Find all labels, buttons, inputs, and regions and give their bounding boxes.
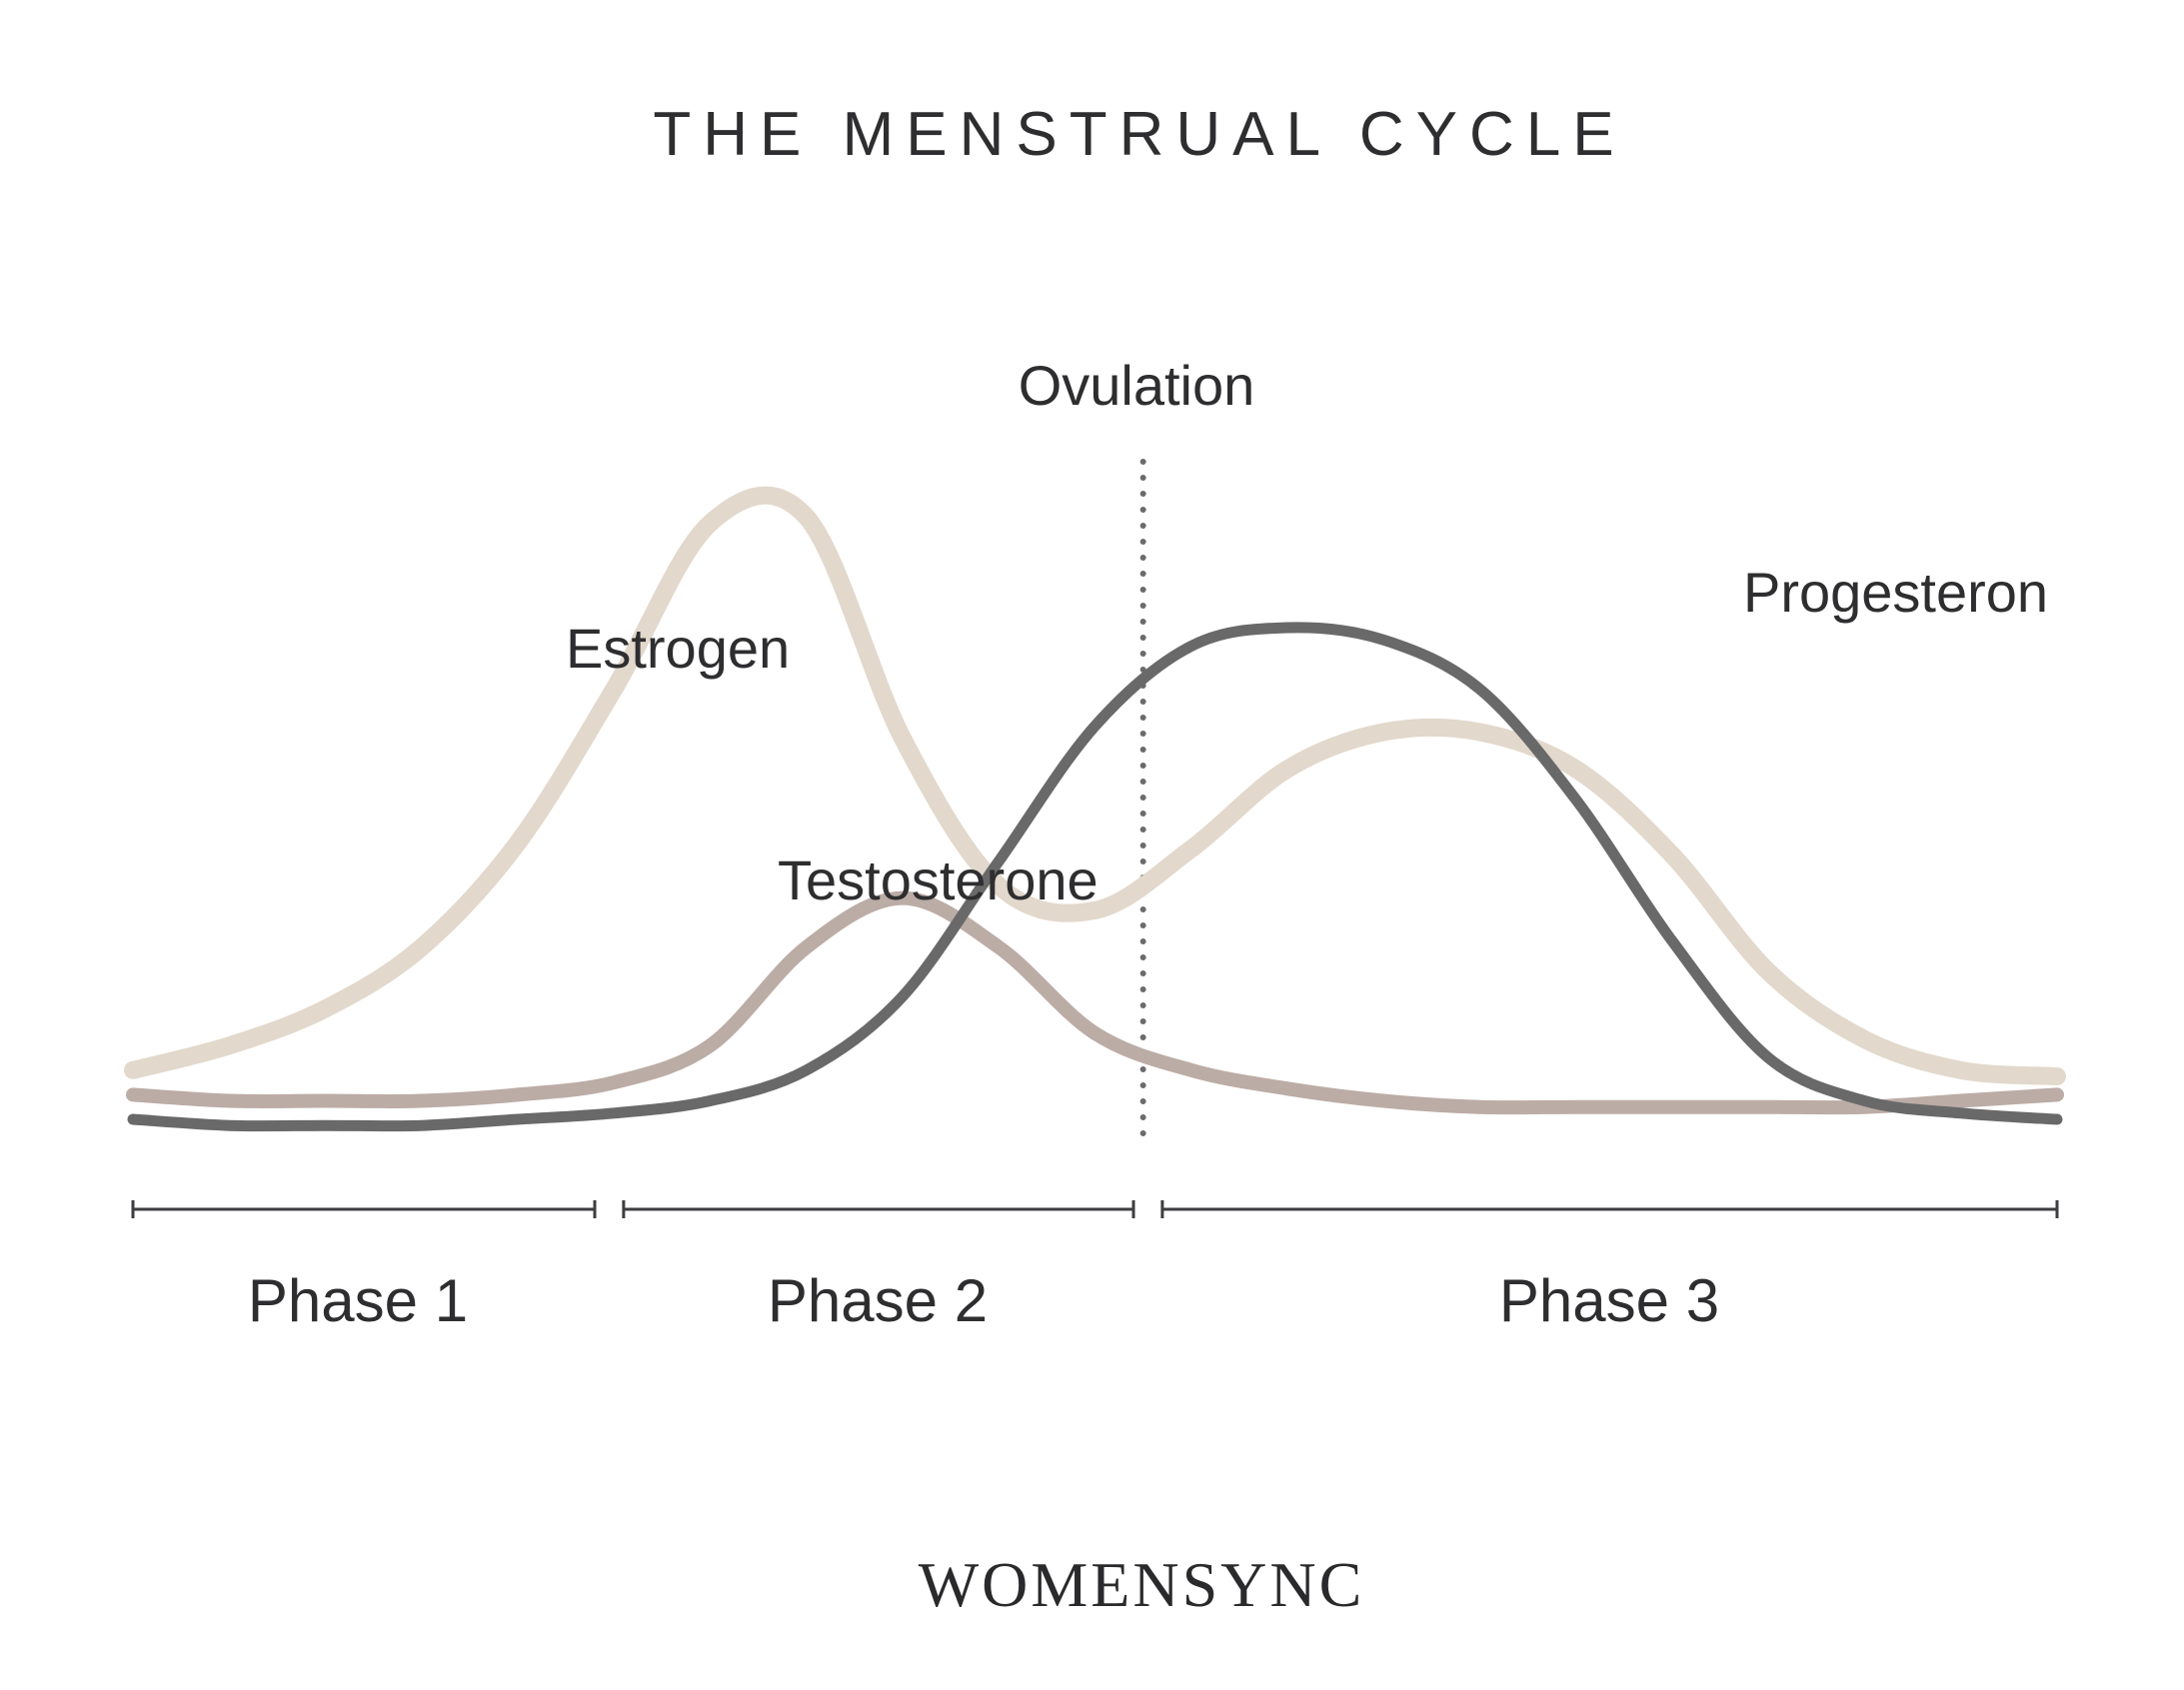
phase-layer [131,1200,2059,1218]
series-line-testosterone [126,890,2064,1115]
phase-bracket-1 [131,1200,597,1218]
brand-wordmark: WOMENSYNC [919,1549,1365,1620]
series-layer [124,486,2066,1132]
series-label-progesteron: Progesteron [1743,561,2048,624]
series-label-testosterone: Testosterone [778,848,1098,911]
chart-title: THE MENSTRUAL CYCLE [653,100,1625,169]
series-line-progesteron [127,622,2063,1132]
phase-label-1: Phase 1 [248,1267,468,1334]
ovulation-label: Ovulation [1019,354,1255,417]
phase-label-2: Phase 2 [768,1267,988,1334]
phase-bracket-3 [1160,1200,2059,1218]
phase-bracket-2 [622,1200,1135,1218]
phase-label-3: Phase 3 [1499,1267,1719,1334]
series-label-estrogen: Estrogen [566,617,790,680]
series-line-estrogen [124,486,2066,1085]
